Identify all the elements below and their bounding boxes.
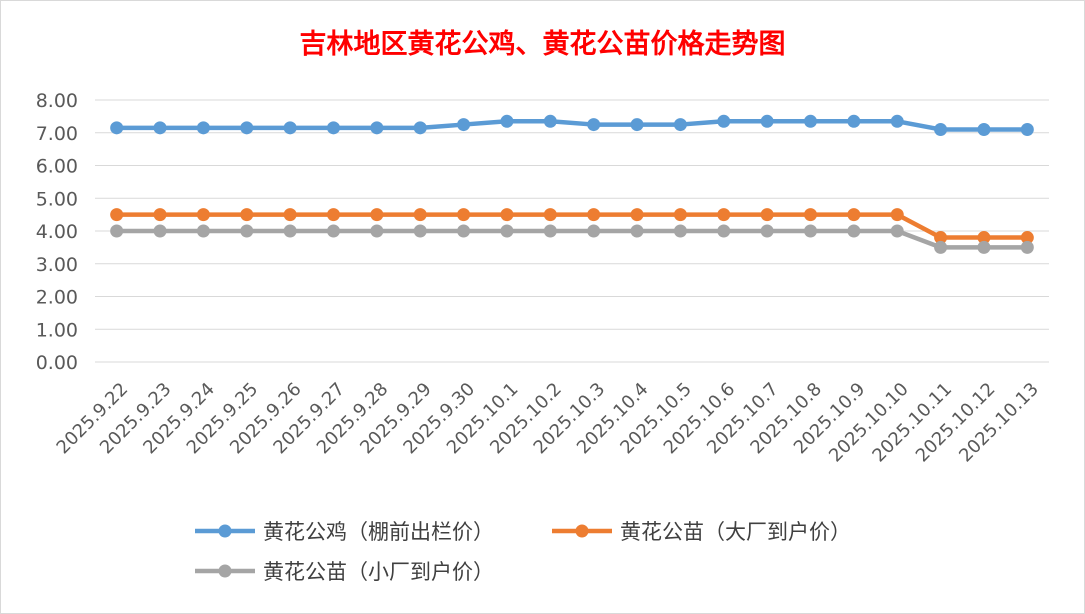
data-point [934, 231, 948, 245]
data-point [587, 224, 601, 238]
data-point [673, 118, 687, 132]
y-tick-label: 4.00 [36, 221, 78, 243]
chart-title: 吉林地区黄花公鸡、黄花公苗价格走势图 [299, 29, 786, 60]
data-point [240, 121, 254, 135]
data-point [890, 114, 904, 128]
data-point [283, 224, 297, 238]
y-tick-label: 5.00 [36, 188, 78, 210]
data-point [457, 208, 471, 222]
data-point [587, 208, 601, 222]
data-point [934, 122, 948, 136]
data-point [413, 121, 427, 135]
data-point [804, 114, 817, 128]
legend-label: 黄花公鸡（棚前出栏价） [263, 520, 494, 544]
data-point [413, 224, 427, 238]
data-point [1020, 231, 1034, 245]
data-point [327, 121, 340, 135]
data-point [457, 118, 471, 132]
series-line [116, 212, 1028, 240]
data-point [847, 208, 861, 222]
data-point [196, 208, 210, 222]
data-point [847, 114, 861, 128]
data-point [717, 114, 731, 128]
y-tick-label: 3.00 [36, 254, 78, 276]
data-point [110, 121, 124, 135]
data-point [717, 208, 731, 222]
data-point [283, 121, 297, 135]
legend-label: 黄花公苗（大厂到户价） [620, 520, 851, 544]
data-point [196, 121, 210, 135]
data-point [760, 114, 774, 128]
data-point [587, 118, 601, 132]
data-point [630, 208, 644, 222]
data-point [890, 224, 904, 238]
y-tick-label: 6.00 [36, 156, 78, 178]
data-point [934, 240, 948, 254]
data-point [847, 224, 861, 238]
data-point [153, 208, 167, 222]
data-point [457, 224, 471, 238]
legend-marker [575, 524, 589, 538]
data-point [110, 208, 124, 222]
data-point [1020, 122, 1034, 136]
data-point [630, 224, 644, 238]
y-tick-label: 1.00 [36, 319, 78, 341]
data-point [153, 121, 167, 135]
data-point [283, 208, 297, 222]
data-point [977, 231, 991, 245]
data-point [153, 224, 167, 238]
series-line [116, 119, 1028, 132]
data-point [370, 208, 384, 222]
data-point [543, 114, 557, 128]
data-point [500, 208, 514, 222]
data-point [327, 224, 340, 238]
data-point [977, 122, 991, 136]
y-tick-label: 2.00 [36, 287, 78, 309]
data-point [370, 121, 384, 135]
data-point [804, 208, 817, 222]
data-point [804, 224, 817, 238]
data-point [543, 224, 557, 238]
data-point [760, 208, 774, 222]
data-point [977, 240, 991, 254]
series-line [116, 228, 1028, 250]
data-point [240, 224, 254, 238]
data-point [760, 224, 774, 238]
data-point [673, 208, 687, 222]
data-point [196, 224, 210, 238]
y-tick-label: 8.00 [36, 90, 78, 112]
y-tick-label: 7.00 [36, 123, 78, 145]
data-point [500, 224, 514, 238]
data-point [890, 208, 904, 222]
legend-marker [218, 564, 232, 578]
data-point [717, 224, 731, 238]
data-point [630, 118, 644, 132]
data-point [370, 224, 384, 238]
legend-label: 黄花公苗（小厂到户价） [263, 560, 494, 584]
data-point [413, 208, 427, 222]
data-point [1020, 240, 1034, 254]
data-point [500, 114, 514, 128]
data-point [673, 224, 687, 238]
data-point [110, 224, 124, 238]
data-point [543, 208, 557, 222]
data-point [240, 208, 254, 222]
data-point [327, 208, 340, 222]
y-tick-label: 0.00 [36, 352, 78, 374]
legend-marker [218, 524, 232, 538]
